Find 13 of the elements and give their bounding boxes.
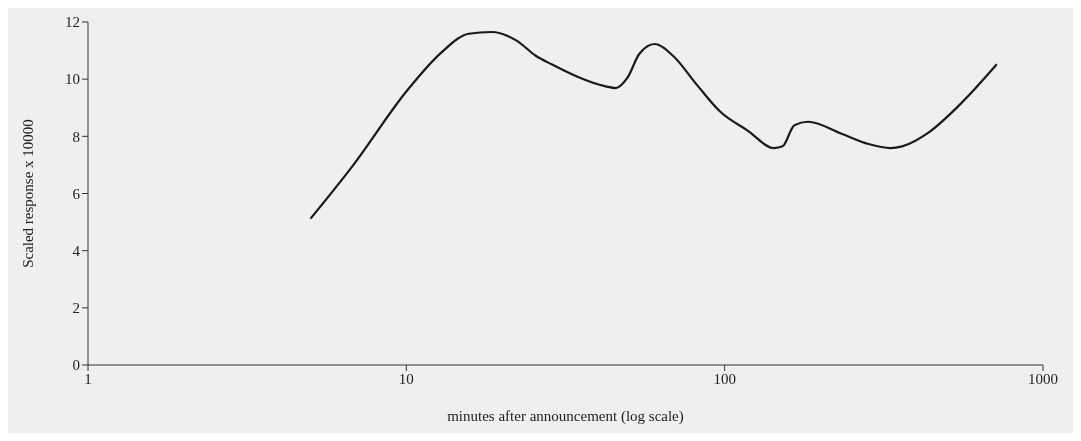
x-tick-label: 100 [713, 370, 736, 387]
y-tick-label: 12 [65, 14, 80, 31]
x-tick-label: 10 [398, 370, 414, 387]
y-tick-label: 8 [72, 128, 80, 145]
x-tick-label: 1000 [1028, 370, 1058, 387]
y-tick-label: 0 [72, 357, 80, 374]
y-tick-label: 2 [72, 300, 80, 317]
y-tick-label: 4 [72, 242, 81, 259]
y-tick-label: 10 [65, 71, 80, 88]
y-tick-label: 6 [72, 185, 81, 202]
x-tick-label: 1 [84, 370, 92, 387]
y-axis-title: Scaled response x 10000 [20, 119, 37, 268]
x-axis-title: minutes after announcement (log scale) [447, 408, 684, 425]
